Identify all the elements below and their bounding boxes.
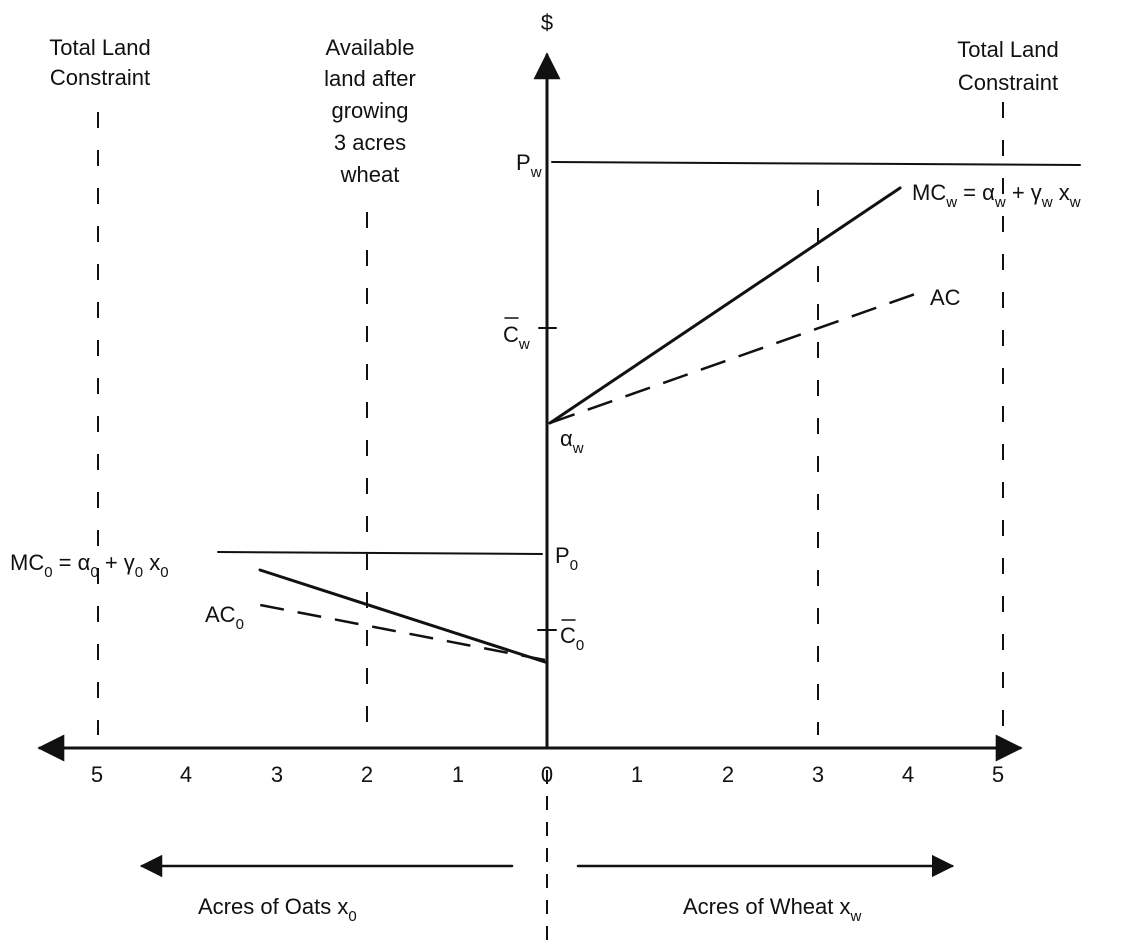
oats-cbar-label: C0: [560, 623, 584, 654]
tick-oats-2: 2: [361, 762, 373, 787]
wheat-ac-line: [549, 291, 919, 425]
tick-wheat-3: 3: [812, 762, 824, 787]
alpha-w-label: αw: [560, 426, 584, 457]
wheat-mc-line: [548, 186, 902, 425]
tick-wheat-1: 1: [631, 762, 643, 787]
tick-oats-4: 4: [180, 762, 192, 787]
total-land-constraint-right-line2: Constraint: [958, 70, 1058, 95]
available-land-label-1: Available: [326, 35, 415, 60]
wheat-price-line: [551, 161, 1081, 166]
tick-oats-5: 5: [91, 762, 103, 787]
oats-price-line: [217, 551, 543, 555]
total-land-constraint-left-line1: Total Land: [49, 35, 151, 60]
available-land-label-5: wheat: [340, 162, 400, 187]
tick-origin: 0: [541, 762, 553, 787]
tick-wheat-2: 2: [722, 762, 734, 787]
available-land-label-3: growing: [331, 98, 408, 123]
tick-wheat-4: 4: [902, 762, 914, 787]
tick-oats-1: 1: [452, 762, 464, 787]
oats-axis-title: Acres of Oats x0: [198, 894, 357, 925]
oats-ac-line: [254, 602, 546, 662]
tick-oats-3: 3: [271, 762, 283, 787]
wheat-ac-label: AC: [930, 285, 961, 310]
wheat-mc-equation: MCw = αw + γw xw: [912, 180, 1081, 211]
available-land-label-2: land after: [324, 66, 416, 91]
total-land-constraint-right-line1: Total Land: [957, 37, 1059, 62]
total-land-constraint-left-line2: Constraint: [50, 65, 150, 90]
oats-mc-equation: MC0 = α0 + γ0 x0: [10, 550, 169, 581]
wheat-axis-title: Acres of Wheat xw: [683, 894, 862, 925]
wheat-cbar-label: Cw: [503, 322, 530, 353]
tick-wheat-5: 5: [992, 762, 1004, 787]
y-axis-label: $: [541, 10, 553, 35]
oats-mc-line: [258, 568, 547, 664]
oats-ac-label: AC0: [205, 602, 244, 633]
wheat-price-label: Pw: [516, 150, 542, 181]
x-axis-ticks: 5 4 3 2 1 0 1 2 3 4 5: [91, 762, 1004, 787]
oats-price-label: P0: [555, 543, 578, 574]
available-land-label-4: 3 acres: [334, 130, 406, 155]
